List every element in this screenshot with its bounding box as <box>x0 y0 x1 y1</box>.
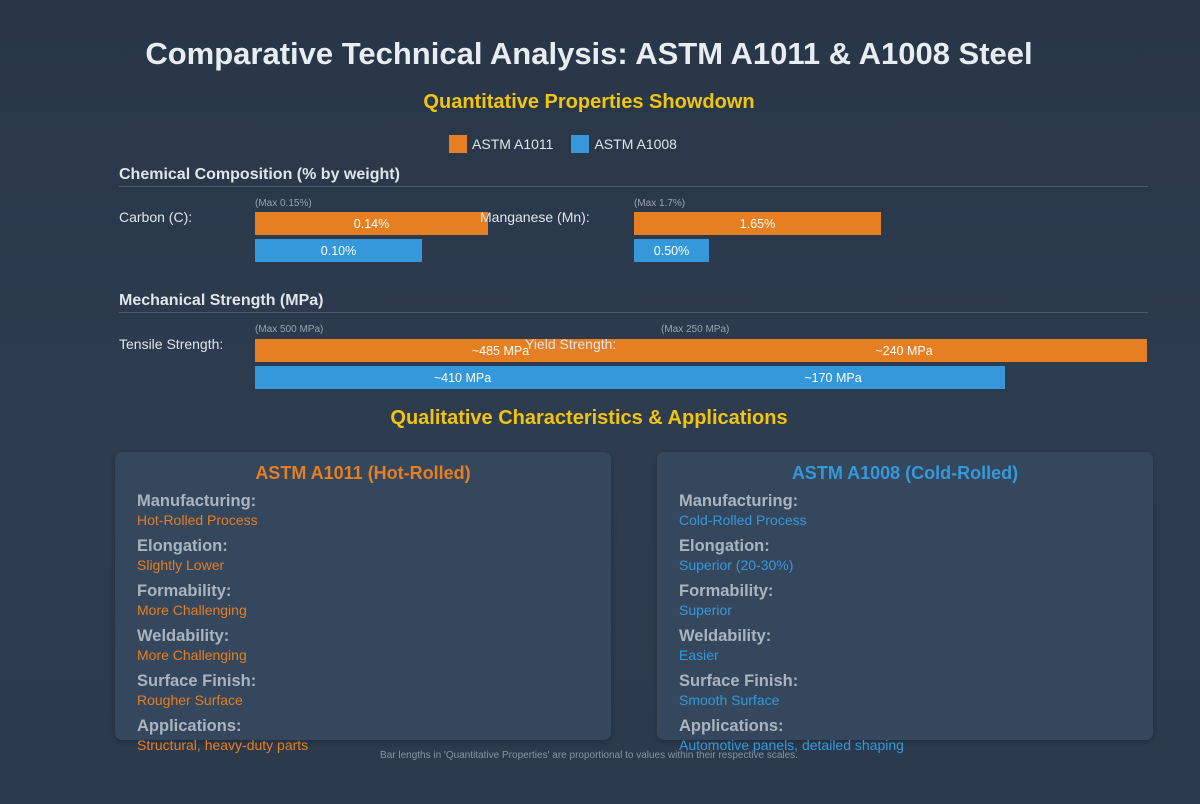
legend-label-a1008: ASTM A1008 <box>594 136 677 152</box>
bar-manganese-a1011: 1.65% <box>634 212 881 235</box>
attr-value: Hot-Rolled Process <box>137 512 258 528</box>
attr-label: Surface Finish: <box>137 672 257 690</box>
bar-tensile-a1011: ~485 MPa <box>255 339 746 362</box>
attr-value: Superior <box>679 602 732 618</box>
attr-value: More Challenging <box>137 602 247 618</box>
attr-value: Slightly Lower <box>137 557 225 573</box>
metric-label-tensile: Tensile Strength: <box>119 336 224 352</box>
metric-label-manganese: Manganese (Mn): <box>480 209 590 225</box>
legend-label-a1011: ASTM A1011 <box>472 136 554 152</box>
attr-label: Formability: <box>679 582 774 600</box>
attr-label: Manufacturing: <box>137 492 257 510</box>
mechanical-strength-title: Mechanical Strength (MPa) <box>119 292 1148 313</box>
attr-value: Superior (20-30%) <box>679 557 794 573</box>
attr-label: Applications: <box>137 717 242 735</box>
attr-label: Manufacturing: <box>679 492 799 510</box>
legend-item-a1008: ASTM A1008 <box>571 135 677 153</box>
attr-label: Elongation: <box>679 537 770 555</box>
metric-label-carbon: Carbon (C): <box>119 209 193 225</box>
attr-value: Smooth Surface <box>679 692 780 708</box>
metric-label-yield: Yield Strength: <box>525 336 617 352</box>
card-title-a1008: ASTM A1008 (Cold-Rolled) <box>791 463 1019 483</box>
bar-carbon-a1011: 0.14% <box>255 212 488 235</box>
card-title-a1011: ASTM A1011 (Hot-Rolled) <box>255 463 471 483</box>
card-a1008: ASTM A1008 (Cold-Rolled) Manufacturing: … <box>657 452 1153 753</box>
attr-value: Easier <box>679 647 719 663</box>
attr-surface-finish-a1008: Surface Finish: Smooth Surface <box>679 672 798 709</box>
chart-legend: ASTM A1011 ASTM A1008 <box>0 135 1126 153</box>
chemical-composition-title: Chemical Composition (% by weight) <box>119 166 1148 187</box>
attr-elongation-a1008: Elongation: Superior (20-30%) <box>679 537 793 574</box>
quantitative-section-title: Quantitative Properties Showdown <box>423 91 755 113</box>
max-note-yield: (Max 250 MPa) <box>661 324 730 335</box>
attr-label: Weldability: <box>137 627 230 645</box>
bar-tensile-a1008: ~410 MPa <box>255 366 670 389</box>
qualitative-section-title: Qualitative Characteristics & Applicatio… <box>390 407 788 429</box>
max-note-carbon: (Max 0.15%) <box>255 198 312 209</box>
footnote: Bar lengths in 'Quantitative Properties'… <box>380 750 798 761</box>
bar-carbon-a1008: 0.10% <box>255 239 422 262</box>
attr-manufacturing-a1011: Manufacturing: Hot-Rolled Process <box>137 492 258 529</box>
bar-manganese-a1008: 0.50% <box>634 239 709 262</box>
attr-manufacturing-a1008: Manufacturing: Cold-Rolled Process <box>679 492 807 529</box>
attr-label: Formability: <box>137 582 232 600</box>
bar-yield-a1011: ~240 MPa <box>661 339 1147 362</box>
attr-value: Automotive panels, detailed shaping <box>679 737 904 753</box>
legend-swatch-a1008 <box>571 135 590 153</box>
attr-formability-a1011: Formability: More Challenging <box>137 582 247 619</box>
attr-formability-a1008: Formability: Superior <box>679 582 773 619</box>
attr-weldability-a1011: Weldability: More Challenging <box>137 627 247 664</box>
page-title: Comparative Technical Analysis: ASTM A10… <box>145 36 1033 71</box>
bar-yield-a1008: ~170 MPa <box>661 366 1005 389</box>
attr-value: Cold-Rolled Process <box>679 512 807 528</box>
legend-item-a1011: ASTM A1011 <box>449 135 553 153</box>
max-note-manganese: (Max 1.7%) <box>634 198 686 209</box>
attr-label: Elongation: <box>137 537 228 555</box>
attr-label: Weldability: <box>679 627 772 645</box>
attr-value: More Challenging <box>137 647 247 663</box>
attr-applications-a1011: Applications: Structural, heavy-duty par… <box>137 717 308 754</box>
attr-elongation-a1011: Elongation: Slightly Lower <box>137 537 228 574</box>
attr-applications-a1008: Applications: Automotive panels, detaile… <box>679 717 904 754</box>
attr-label: Applications: <box>679 717 784 735</box>
attr-value: Structural, heavy-duty parts <box>137 737 309 753</box>
attr-value: Rougher Surface <box>137 692 243 708</box>
legend-swatch-a1011 <box>449 135 468 153</box>
attr-label: Surface Finish: <box>679 672 799 690</box>
attr-surface-finish-a1011: Surface Finish: Rougher Surface <box>137 672 256 709</box>
attr-weldability-a1008: Weldability: Easier <box>679 627 771 664</box>
max-note-tensile: (Max 500 MPa) <box>255 324 324 335</box>
card-a1011: ASTM A1011 (Hot-Rolled) Manufacturing: H… <box>115 452 611 753</box>
